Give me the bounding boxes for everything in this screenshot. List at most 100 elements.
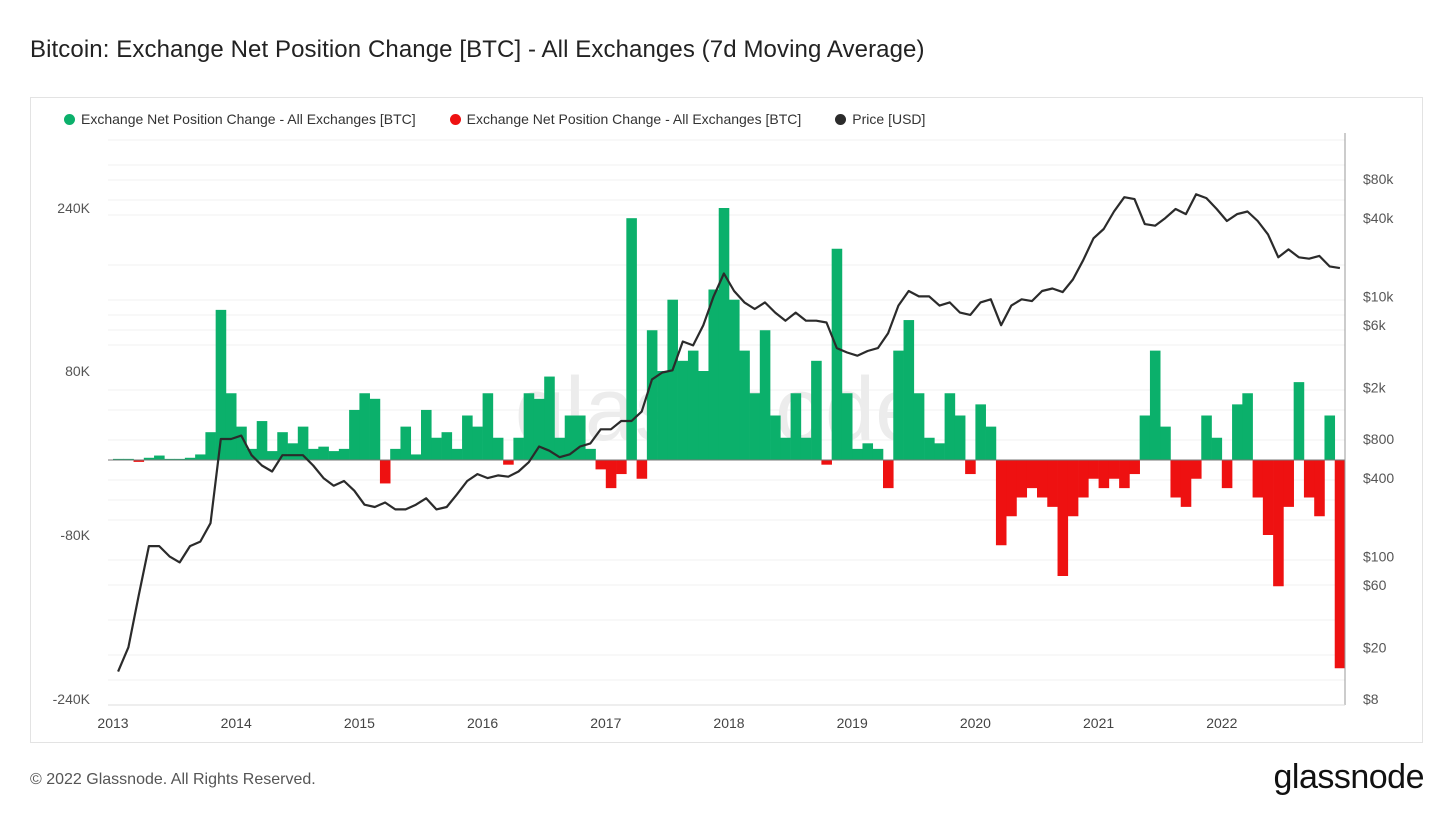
net-change-bar — [472, 426, 483, 460]
y-right-tick-label: $400 — [1363, 470, 1394, 486]
net-change-bar — [636, 460, 648, 479]
net-change-bar — [1262, 460, 1274, 535]
net-change-bar — [164, 458, 175, 460]
x-tick-label: 2019 — [837, 715, 868, 731]
legend-dot-green-icon — [64, 113, 75, 125]
net-change-bar — [616, 460, 627, 475]
y-right-tick-label: $20 — [1363, 639, 1387, 655]
net-change-bar — [256, 421, 268, 460]
net-change-bar — [205, 432, 216, 460]
glassnode-logo: glassnode — [1273, 758, 1424, 796]
net-change-bar — [657, 371, 668, 460]
y-left-tick-label: 80K — [65, 363, 91, 379]
net-change-bar — [903, 320, 915, 460]
net-change-bar — [379, 460, 391, 484]
net-change-bar — [790, 393, 802, 460]
net-change-bar — [338, 448, 350, 460]
net-change-bar — [729, 299, 740, 460]
net-change-bar — [1067, 460, 1079, 517]
net-change-bar — [482, 393, 494, 460]
net-change-bar — [893, 350, 904, 460]
net-change-bar — [667, 299, 678, 460]
net-change-bar — [359, 393, 370, 460]
net-change-bar — [113, 458, 124, 460]
net-change-bar — [1201, 415, 1212, 460]
net-change-bar — [811, 360, 822, 460]
net-change-bar — [1334, 460, 1346, 669]
net-change-bar — [236, 426, 247, 460]
net-change-bar — [390, 448, 401, 460]
net-change-bar — [1232, 404, 1243, 460]
net-change-bar — [1139, 415, 1151, 460]
net-change-bar — [985, 426, 997, 460]
net-change-bar — [184, 457, 196, 460]
net-change-bar — [451, 448, 463, 460]
net-change-bar — [708, 289, 720, 460]
net-change-bar — [1242, 393, 1253, 460]
net-change-bar — [687, 350, 699, 460]
net-change-bar — [831, 248, 843, 460]
net-change-bar — [462, 415, 473, 460]
y-left-tick-label: 240K — [57, 200, 90, 216]
net-change-bar — [1293, 382, 1305, 460]
net-change-bar — [1273, 460, 1284, 587]
net-change-bar — [287, 443, 299, 460]
net-change-bar — [965, 460, 976, 475]
net-change-bar — [267, 451, 278, 460]
y-right-tick-label: $800 — [1363, 431, 1394, 447]
y-right-tick-label: $6k — [1363, 317, 1387, 333]
net-change-bar — [883, 460, 894, 489]
net-change-bar — [195, 454, 206, 460]
y-right-tick-label: $80k — [1363, 171, 1394, 187]
net-change-bar — [554, 437, 566, 460]
net-change-bar — [585, 448, 596, 460]
legend-label: Exchange Net Position Change - All Excha… — [81, 111, 416, 127]
x-tick-label: 2015 — [344, 715, 375, 731]
x-tick-label: 2021 — [1083, 715, 1114, 731]
net-change-bar — [1303, 460, 1315, 498]
legend-item-price[interactable]: Price [USD] — [835, 111, 925, 127]
net-change-bar — [852, 448, 863, 460]
legend-label: Exchange Net Position Change - All Excha… — [466, 111, 802, 127]
net-change-bar — [174, 458, 186, 460]
net-change-bar — [523, 393, 535, 460]
net-change-bar — [1160, 426, 1171, 460]
net-change-bar — [225, 393, 237, 460]
legend-dot-black-icon — [835, 113, 847, 125]
legend: Exchange Net Position Change - All Excha… — [64, 111, 925, 127]
y-left-tick-label: -80K — [60, 527, 90, 543]
net-change-bar — [1170, 460, 1182, 498]
net-change-bar — [349, 409, 360, 460]
net-change-bar — [1221, 460, 1233, 489]
legend-item-negative[interactable]: Exchange Net Position Change - All Excha… — [449, 111, 802, 127]
chart-card — [30, 97, 1423, 743]
net-change-bar — [677, 360, 689, 460]
net-change-bar — [575, 415, 586, 460]
net-change-bar — [133, 460, 145, 462]
net-change-bar — [944, 393, 956, 460]
net-change-bar — [297, 426, 309, 460]
x-tick-label: 2016 — [467, 715, 498, 731]
net-change-bar — [441, 432, 453, 460]
net-change-bar — [1098, 460, 1110, 489]
net-change-bar — [595, 460, 607, 470]
x-tick-label: 2018 — [713, 715, 744, 731]
net-change-bar — [759, 330, 771, 460]
price-line — [117, 193, 1341, 673]
net-change-bar — [605, 460, 617, 489]
net-change-bar — [749, 393, 761, 460]
net-change-bar — [1057, 460, 1069, 576]
net-change-bar — [123, 458, 134, 460]
y-left-tick-label: -240K — [53, 691, 91, 707]
x-tick-label: 2013 — [97, 715, 128, 731]
net-change-bar — [924, 437, 935, 460]
net-change-bar — [718, 208, 730, 460]
net-change-bar — [215, 309, 227, 460]
net-change-bar — [564, 415, 576, 460]
net-change-bar — [934, 443, 945, 460]
net-change-bar — [626, 218, 637, 460]
net-change-bar — [862, 443, 874, 460]
net-change-bar — [913, 393, 925, 460]
net-change-bar — [1252, 460, 1264, 498]
legend-item-positive[interactable]: Exchange Net Position Change - All Excha… — [64, 111, 416, 127]
